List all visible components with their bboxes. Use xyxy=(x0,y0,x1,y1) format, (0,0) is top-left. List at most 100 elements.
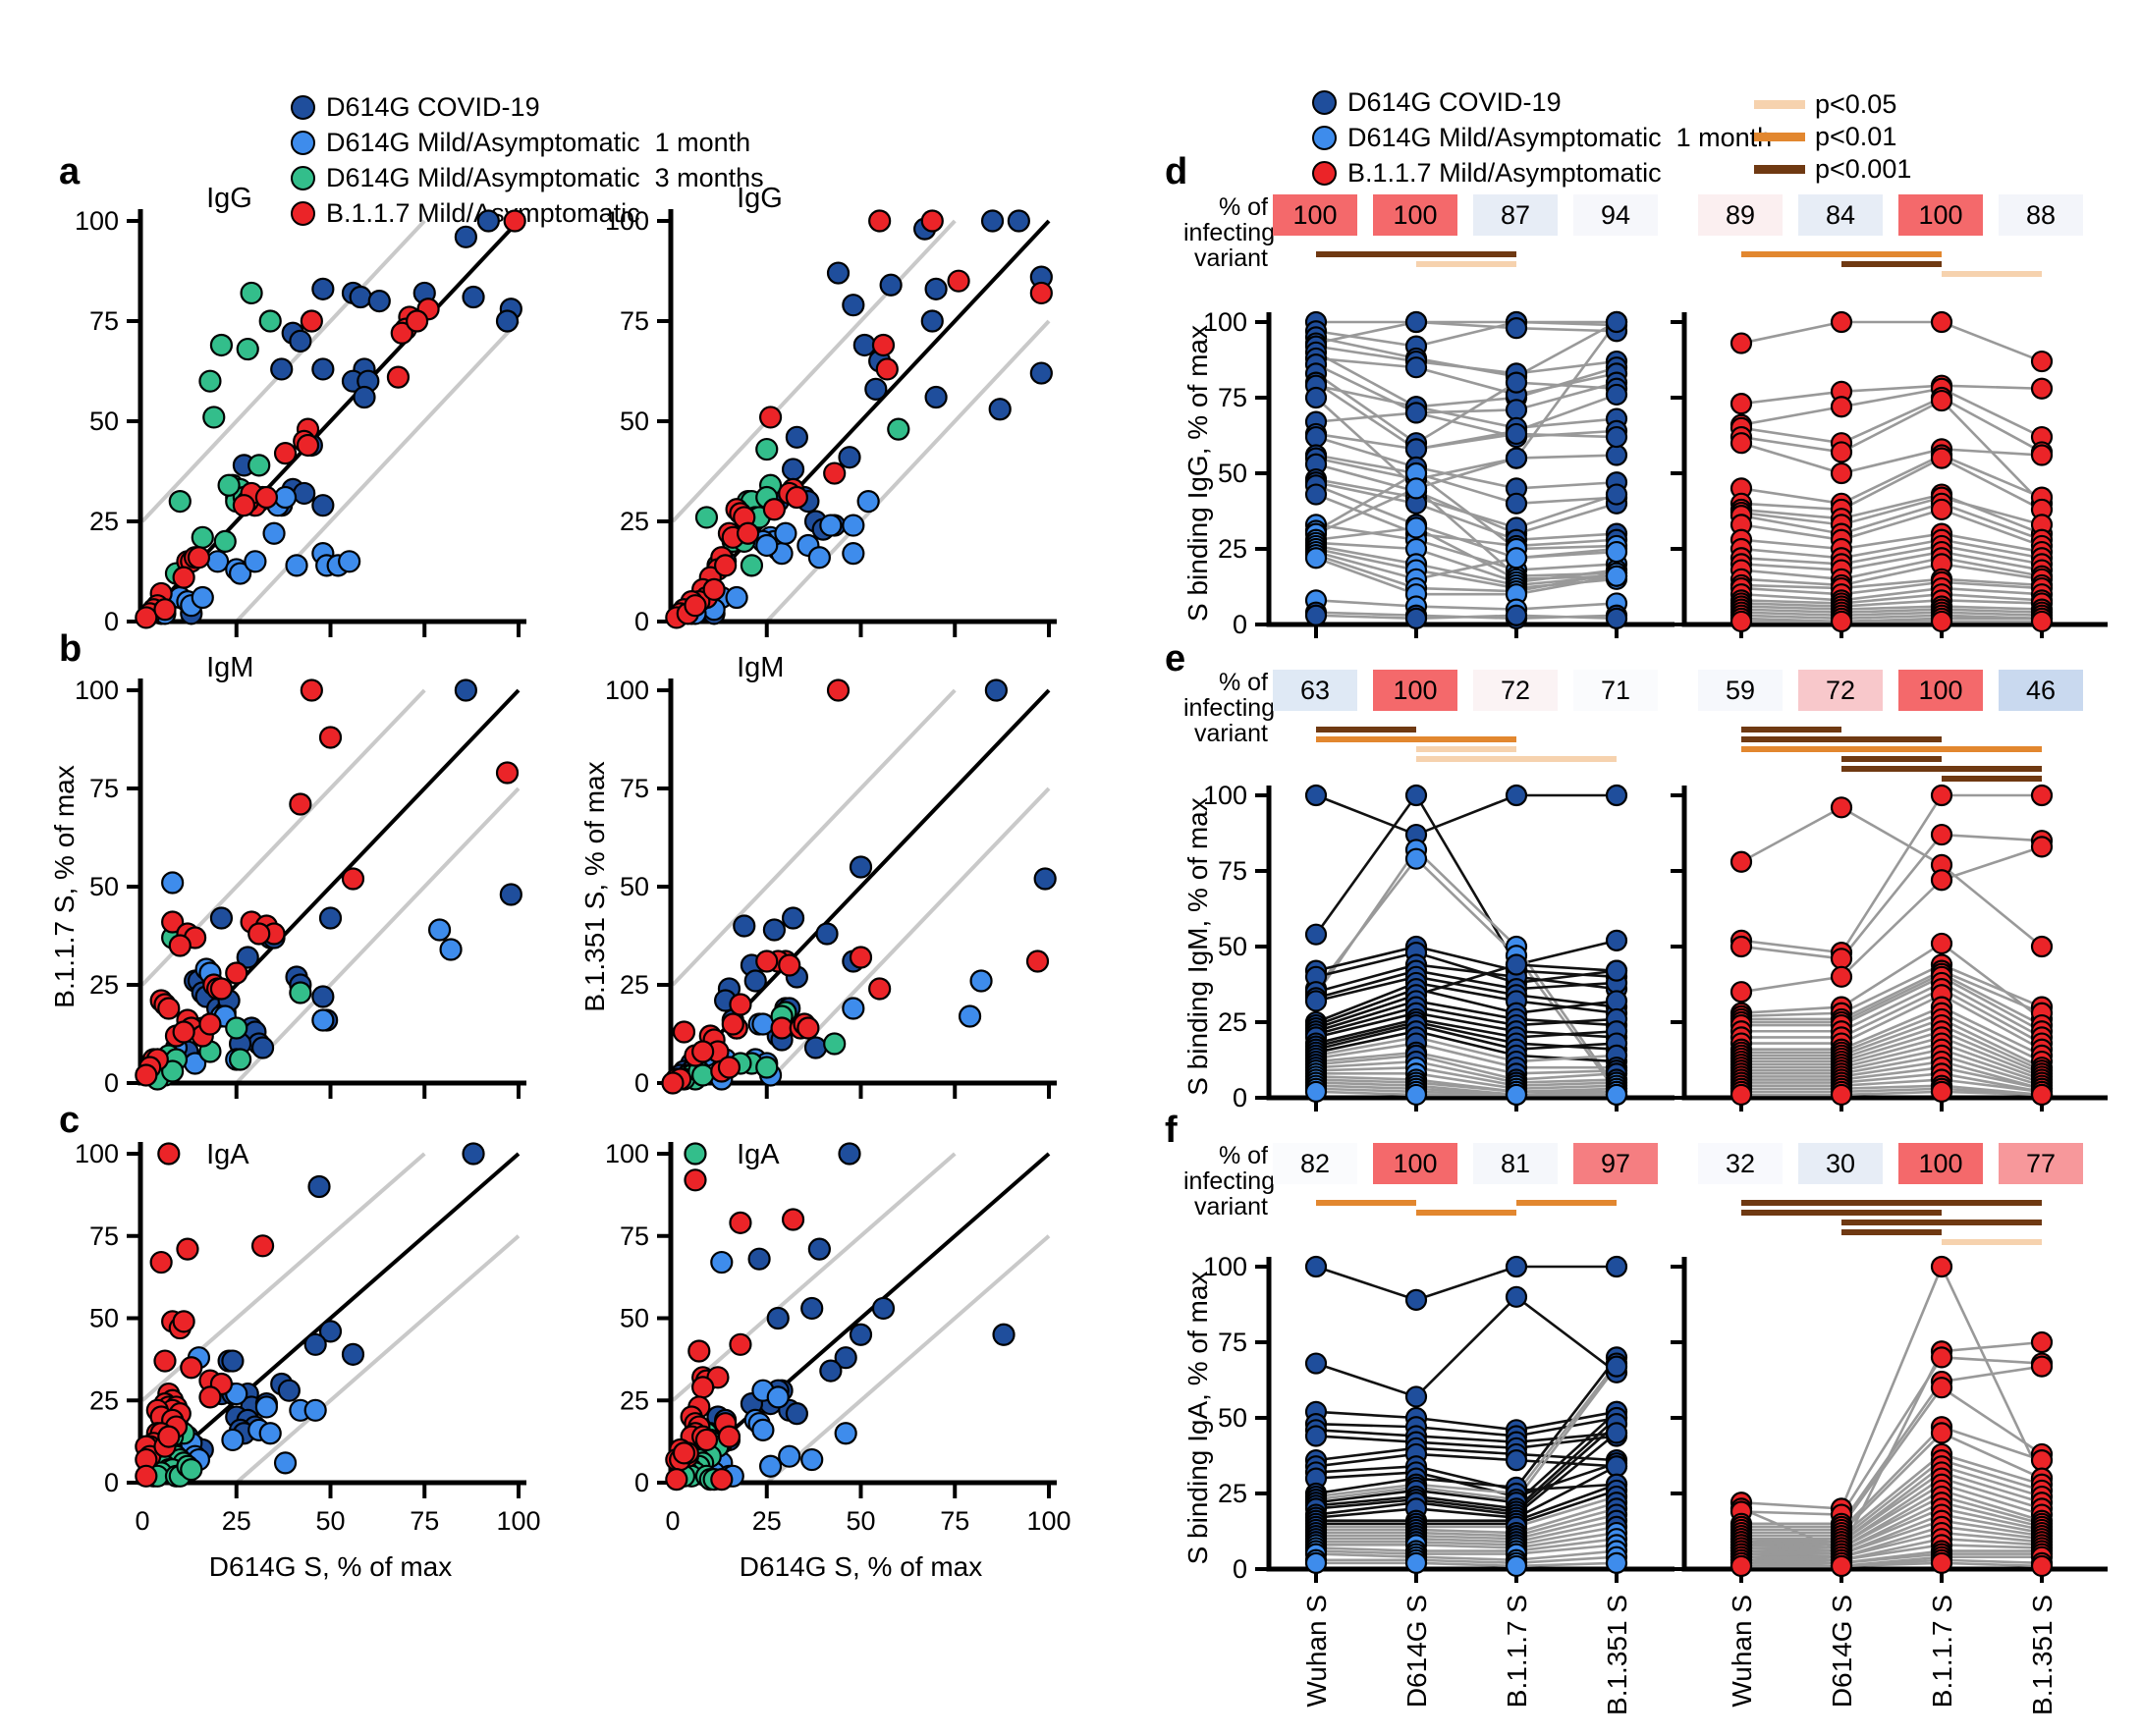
data-point xyxy=(168,490,192,514)
subject-line xyxy=(1741,981,2043,1039)
variant-header-label-line: % of xyxy=(1218,1142,1268,1169)
subject-line xyxy=(1315,1078,1617,1094)
variant-header-label-line: variant xyxy=(1193,244,1268,272)
upper-ref-line xyxy=(671,219,957,523)
subject-line xyxy=(1315,480,1618,542)
subject-line xyxy=(1740,396,2043,454)
data-point xyxy=(172,566,195,589)
y-tick-label: 0 xyxy=(634,607,649,636)
subject-line xyxy=(1315,345,1618,375)
data-point xyxy=(2030,1554,2054,1578)
data-point xyxy=(262,521,286,545)
variant-header-label: % of infecting variant xyxy=(1183,194,1275,272)
data-point xyxy=(296,433,320,458)
subject-line xyxy=(1316,1555,1618,1565)
y-tick-label: 0 xyxy=(1233,610,1247,639)
data-point xyxy=(318,1320,343,1343)
data-point xyxy=(1007,209,1030,233)
data-point xyxy=(135,1063,158,1087)
data-point xyxy=(1404,310,1428,334)
data-point xyxy=(1930,1080,1953,1103)
y-tick-label: 50 xyxy=(89,872,119,901)
y-axis-title: S binding IgG, % of max xyxy=(1182,325,1213,622)
y-tick-label: 25 xyxy=(620,507,649,536)
data-point xyxy=(1605,990,1628,1012)
significance-bar-p001 xyxy=(1841,261,1942,267)
data-point xyxy=(819,1359,843,1383)
upper-ref-line xyxy=(671,1152,957,1402)
data-point xyxy=(1505,371,1528,394)
data-point xyxy=(303,1398,327,1422)
subject-line xyxy=(1316,1513,1618,1541)
variant-header-label-line: infecting xyxy=(1183,694,1276,722)
subject-line xyxy=(1740,611,2043,618)
data-point xyxy=(856,490,880,514)
y-tick-label: 75 xyxy=(89,306,119,336)
subject-line xyxy=(1315,553,1618,593)
subject-line xyxy=(1741,1471,2043,1544)
data-point xyxy=(213,529,237,553)
y-tick-label: 25 xyxy=(1218,1479,1247,1508)
data-point xyxy=(714,554,738,577)
subject-line xyxy=(1741,1519,2043,1555)
data-point xyxy=(740,554,764,577)
panel-letter-e: e xyxy=(1165,638,1186,679)
subject-line xyxy=(1740,833,2043,960)
data-point xyxy=(1505,784,1528,807)
subject-line xyxy=(1315,1461,1618,1498)
data-point xyxy=(1505,1083,1528,1107)
significance-bar-p001 xyxy=(1741,1210,1942,1216)
data-point xyxy=(1505,422,1528,446)
category-label: B.1.1.7 S xyxy=(1927,1595,1957,1708)
data-point xyxy=(236,946,259,969)
y-tick-label: 0 xyxy=(634,1468,649,1497)
variant-percent-box: 87 xyxy=(1473,194,1558,236)
data-point xyxy=(1930,1255,1953,1278)
data-point xyxy=(1605,310,1628,334)
data-point xyxy=(311,985,335,1008)
variant-header-label-line: variant xyxy=(1193,720,1268,747)
subject-line xyxy=(1740,508,2043,548)
pvalue-legend-item: p<0.05 xyxy=(1754,88,1911,121)
data-point xyxy=(198,1012,222,1036)
subject-line xyxy=(1740,580,2043,596)
x-axis-title: D614G S, % of max xyxy=(209,1551,452,1582)
subject-line xyxy=(1315,320,1618,348)
data-point xyxy=(1029,281,1053,305)
data-point xyxy=(289,329,312,353)
subject-line xyxy=(1315,397,1618,490)
panel-letter-a: a xyxy=(59,151,81,192)
subject-line xyxy=(1316,1072,1618,1091)
subject-line xyxy=(1740,1489,2043,1549)
data-point xyxy=(499,883,522,906)
identity-line xyxy=(140,1152,521,1485)
subject-line xyxy=(1740,586,2043,602)
subject-line xyxy=(1315,547,1618,590)
data-point xyxy=(303,1332,327,1356)
data-point xyxy=(1930,869,1953,892)
data-point xyxy=(2030,350,2054,373)
subject-line xyxy=(1741,972,2043,1027)
subject-line xyxy=(1741,1087,2043,1097)
data-point xyxy=(2030,610,2054,633)
data-point xyxy=(1729,850,1753,873)
subject-line xyxy=(1316,1507,1618,1538)
significance-bar-p05 xyxy=(1416,756,1617,762)
y-axis-title: B.1.1.7 S, % of max xyxy=(49,765,80,1007)
scatter-igg-b117: 0 25 50 75 100 IgG xyxy=(75,183,526,637)
data-point xyxy=(733,914,756,938)
data-point xyxy=(887,417,910,441)
variant-percent-box: 100 xyxy=(1373,194,1457,236)
y-tick-label: 50 xyxy=(1218,459,1247,488)
data-point xyxy=(702,577,726,601)
lineplot-iga-b117-group: Wuhan S D614G S B.1.1.7 S B.1.351 S xyxy=(1671,1255,2108,1715)
panel-letter-f: f xyxy=(1165,1110,1178,1151)
legend-label: D614G COVID-19 xyxy=(1347,86,1562,117)
data-point xyxy=(988,398,1012,421)
data-point xyxy=(834,1422,857,1445)
data-point xyxy=(781,906,805,930)
plot-title: IgG xyxy=(737,183,783,214)
data-point xyxy=(800,1296,824,1321)
variant-percent-box: 63 xyxy=(1273,670,1357,711)
